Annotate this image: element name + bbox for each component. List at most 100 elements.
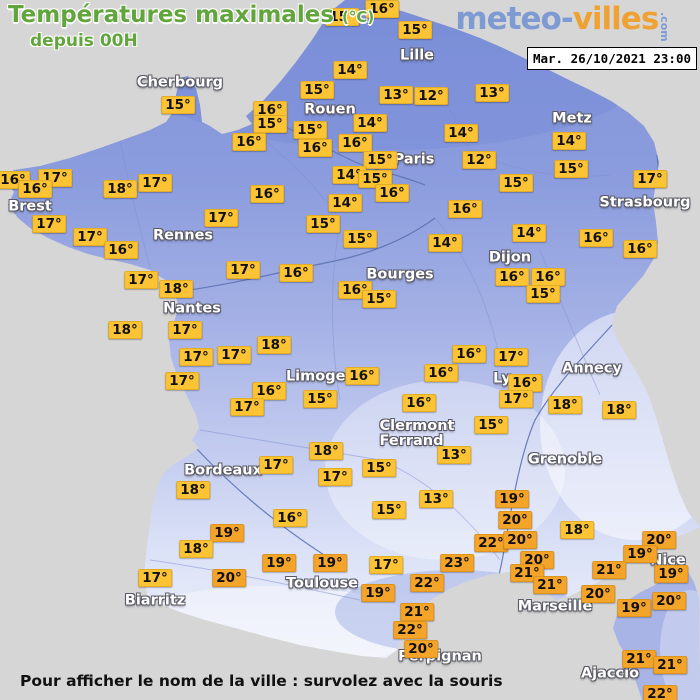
temp-label[interactable]: 14°	[444, 124, 478, 142]
temp-label[interactable]: 14°	[328, 194, 362, 212]
temp-label[interactable]: 18°	[103, 180, 137, 198]
temp-label[interactable]: 12°	[414, 87, 448, 105]
temp-label[interactable]: 15°	[362, 459, 396, 477]
temp-label[interactable]: 17°	[138, 569, 172, 587]
temp-label[interactable]: 15°	[398, 21, 432, 39]
temp-label[interactable]: 16°	[365, 0, 399, 18]
temp-label[interactable]: 17°	[217, 346, 251, 364]
temp-label[interactable]: 21°	[400, 603, 434, 621]
temp-label[interactable]: 17°	[165, 372, 199, 390]
temp-label[interactable]: 14°	[333, 61, 367, 79]
temp-label[interactable]: 15°	[499, 174, 533, 192]
temp-label[interactable]: 20°	[498, 511, 532, 529]
temp-label[interactable]: 18°	[309, 442, 343, 460]
temp-label[interactable]: 22°	[410, 574, 444, 592]
temp-label[interactable]: 17°	[124, 271, 158, 289]
temp-label[interactable]: 17°	[318, 468, 352, 486]
temp-label[interactable]: 15°	[372, 501, 406, 519]
temp-label[interactable]: 16°	[338, 134, 372, 152]
temp-label[interactable]: 17°	[179, 348, 213, 366]
temp-label[interactable]: 15°	[343, 230, 377, 248]
temp-label[interactable]: 21°	[533, 576, 567, 594]
temp-label[interactable]: 16°	[375, 184, 409, 202]
temp-label[interactable]: 15°	[306, 215, 340, 233]
temp-label[interactable]: 16°	[424, 364, 458, 382]
temp-label[interactable]: 16°	[273, 509, 307, 527]
temp-label[interactable]: 15°	[474, 416, 508, 434]
temp-label[interactable]: 16°	[279, 264, 313, 282]
temp-label[interactable]: 19°	[495, 490, 529, 508]
temp-label[interactable]: 18°	[176, 481, 210, 499]
temp-label[interactable]: 13°	[437, 446, 471, 464]
temp-label[interactable]: 20°	[212, 569, 246, 587]
temp-label[interactable]: 20°	[581, 585, 615, 603]
temp-label[interactable]: 19°	[617, 599, 651, 617]
temp-label[interactable]: 16°	[531, 268, 565, 286]
temp-label[interactable]: 20°	[642, 531, 676, 549]
temp-label[interactable]: 16°	[252, 382, 286, 400]
temp-label[interactable]: 16°	[402, 394, 436, 412]
temp-label[interactable]: 19°	[210, 524, 244, 542]
temp-label[interactable]: 15°	[362, 290, 396, 308]
temp-label[interactable]: 14°	[512, 224, 546, 242]
temp-label[interactable]: 15°	[303, 390, 337, 408]
temp-label[interactable]: 21°	[622, 650, 656, 668]
temp-label[interactable]: 17°	[633, 170, 667, 188]
temp-label[interactable]: 12°	[462, 151, 496, 169]
temp-label[interactable]: 16°	[345, 367, 379, 385]
temp-label[interactable]: 16°	[18, 180, 52, 198]
temp-label[interactable]: 22°	[393, 621, 427, 639]
temp-label[interactable]: 16°	[232, 133, 266, 151]
temp-label[interactable]: 18°	[179, 540, 213, 558]
temp-label[interactable]: 17°	[204, 209, 238, 227]
temp-label[interactable]: 16°	[250, 185, 284, 203]
temp-label[interactable]: 17°	[32, 215, 66, 233]
temp-label[interactable]: 13°	[475, 84, 509, 102]
temp-label[interactable]: 16°	[452, 345, 486, 363]
temp-label[interactable]: 18°	[602, 401, 636, 419]
temp-label[interactable]: 16°	[623, 240, 657, 258]
temp-label[interactable]: 20°	[503, 531, 537, 549]
temp-label[interactable]: 15°	[526, 285, 560, 303]
temp-label[interactable]: 15°	[325, 8, 359, 26]
temp-label[interactable]: 17°	[73, 228, 107, 246]
temp-label[interactable]: 17°	[499, 390, 533, 408]
temp-label[interactable]: 14°	[552, 132, 586, 150]
temp-label[interactable]: 22°	[643, 685, 677, 700]
temp-label[interactable]: 18°	[257, 336, 291, 354]
temp-label[interactable]: 20°	[404, 640, 438, 658]
temp-label[interactable]: 15°	[253, 115, 287, 133]
temp-label[interactable]: 19°	[623, 545, 657, 563]
temp-label[interactable]: 16°	[104, 241, 138, 259]
temp-label[interactable]: 17°	[230, 398, 264, 416]
temp-label[interactable]: 13°	[419, 490, 453, 508]
temp-label[interactable]: 15°	[161, 96, 195, 114]
temp-label[interactable]: 17°	[494, 348, 528, 366]
temp-label[interactable]: 15°	[554, 160, 588, 178]
temp-label[interactable]: 17°	[226, 261, 260, 279]
temp-label[interactable]: 15°	[293, 121, 327, 139]
temp-label[interactable]: 16°	[508, 374, 542, 392]
temp-label[interactable]: 19°	[313, 554, 347, 572]
temp-label[interactable]: 16°	[448, 200, 482, 218]
temp-label[interactable]: 18°	[560, 521, 594, 539]
temp-label[interactable]: 18°	[159, 280, 193, 298]
temp-label[interactable]: 18°	[548, 396, 582, 414]
temp-label[interactable]: 21°	[592, 561, 626, 579]
temp-label[interactable]: 16°	[579, 229, 613, 247]
temp-label[interactable]: 19°	[262, 554, 296, 572]
temp-label[interactable]: 16°	[495, 268, 529, 286]
temp-label[interactable]: 22°	[474, 534, 508, 552]
temp-label[interactable]: 16°	[298, 139, 332, 157]
temp-label[interactable]: 17°	[259, 456, 293, 474]
temp-label[interactable]: 13°	[379, 86, 413, 104]
temp-label[interactable]: 15°	[300, 81, 334, 99]
temp-label[interactable]: 17°	[138, 174, 172, 192]
meteo-villes-logo[interactable]: meteo-villes.com	[455, 1, 688, 42]
temp-label[interactable]: 15°	[363, 151, 397, 169]
temp-label[interactable]: 17°	[168, 321, 202, 339]
temp-label[interactable]: 17°	[369, 556, 403, 574]
temp-label[interactable]: 14°	[353, 114, 387, 132]
temp-label[interactable]: 14°	[428, 234, 462, 252]
temp-label[interactable]: 18°	[108, 321, 142, 339]
